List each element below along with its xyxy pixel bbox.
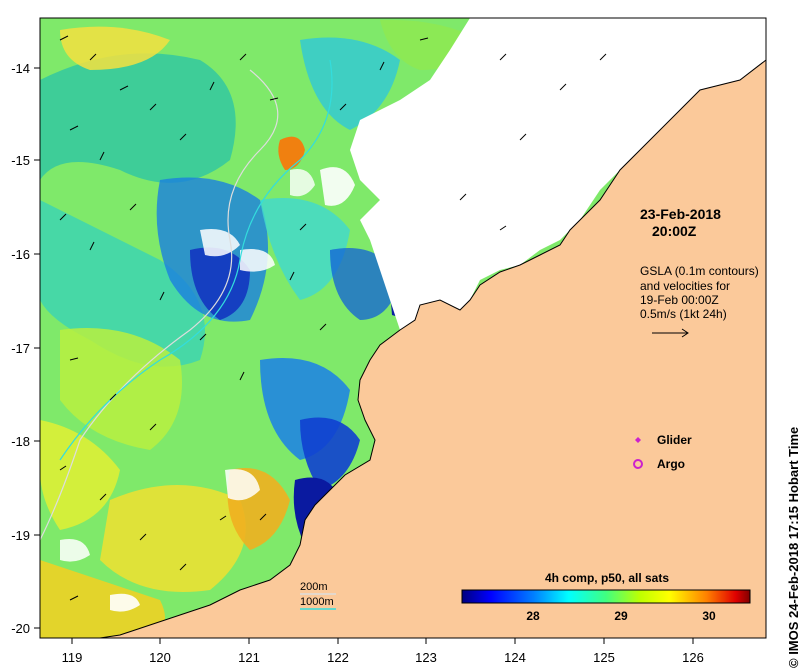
argo-label: Argo xyxy=(657,457,685,471)
map-plot-area xyxy=(40,18,766,638)
longitude-labels: 119 120 121 122 123 124 125 126 xyxy=(62,650,704,665)
gsla-line: 19-Feb 00:00Z xyxy=(640,293,719,307)
isobath-200m xyxy=(40,69,279,541)
platform-legend: Glider Argo xyxy=(633,433,692,471)
colorbar-title: 4h comp, p50, all sats xyxy=(545,571,669,585)
velocity-arrows xyxy=(59,35,607,601)
lon-tick-label: 122 xyxy=(327,650,349,665)
gsla-line: 0.5m/s (1kt 24h) xyxy=(640,307,727,321)
colorbar-gradient xyxy=(461,589,751,604)
time-label: 20:00Z xyxy=(652,223,697,239)
glider-diamond-icon xyxy=(635,437,641,443)
sst-patches xyxy=(40,19,480,638)
lon-tick-label: 123 xyxy=(415,650,437,665)
gsla-annotation: GSLA (0.1m contours) and velocities for … xyxy=(640,264,759,338)
map-frame-border xyxy=(39,17,767,639)
lat-tick-label: -14 xyxy=(11,61,30,76)
colorbar: 4h comp, p50, all sats 28 29 30 xyxy=(461,571,751,623)
lat-tick-label: -17 xyxy=(11,341,30,356)
lon-tick-label: 121 xyxy=(238,650,260,665)
lon-tick-label: 124 xyxy=(504,650,526,665)
lon-tick-label: 119 xyxy=(62,650,83,665)
colorbar-tick: 29 xyxy=(614,609,628,623)
land-mass xyxy=(99,59,766,638)
lat-tick-label: -16 xyxy=(11,247,30,262)
gsla-line: and velocities for xyxy=(640,279,730,293)
lon-tick-label: 120 xyxy=(149,650,171,665)
argo-circle-icon xyxy=(633,459,643,469)
imos-credit: © IMOS 24-Feb-2018 17:15 Hobart Time xyxy=(786,427,801,668)
lat-tick-label: -15 xyxy=(11,153,30,168)
date-label: 23-Feb-2018 xyxy=(640,206,721,222)
lat-tick-label: -19 xyxy=(11,528,30,543)
gsla-line: GSLA (0.1m contours) xyxy=(640,264,759,278)
glider-label: Glider xyxy=(657,433,692,447)
isobath-1000m xyxy=(59,59,333,461)
velocity-scale-arrow-icon xyxy=(652,328,689,338)
cloud-mask xyxy=(350,18,766,390)
isobath-legend: 200m 1000m xyxy=(300,581,336,610)
latitude-labels: -14 -15 -16 -17 -18 -19 -20 xyxy=(11,61,30,636)
colorbar-tick: 30 xyxy=(702,609,716,623)
axis-ticks xyxy=(34,67,694,644)
lon-tick-label: 126 xyxy=(682,650,704,665)
colorbar-tick: 28 xyxy=(526,609,540,623)
lon-tick-label: 125 xyxy=(593,650,615,665)
lat-tick-label: -18 xyxy=(11,434,30,449)
isobath-1000m-label: 1000m xyxy=(300,596,334,608)
isobath-200m-label: 200m xyxy=(300,581,328,593)
lat-tick-label: -20 xyxy=(11,621,30,636)
